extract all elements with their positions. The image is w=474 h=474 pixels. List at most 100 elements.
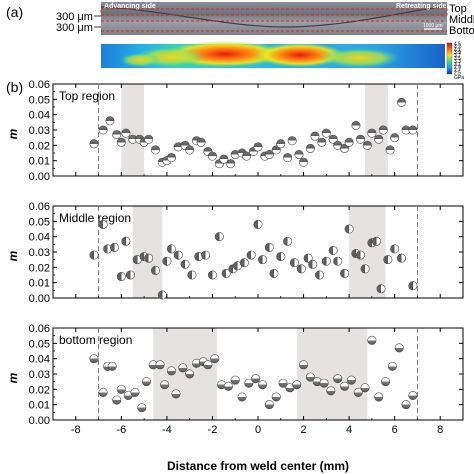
- y-tick-label: 0.05: [29, 94, 50, 106]
- data-point: [98, 387, 108, 397]
- colorbar-tick-label: 3.5: [454, 56, 461, 62]
- y-tick-label: 0.00: [29, 415, 50, 427]
- data-point: [144, 253, 154, 263]
- data-point: [151, 145, 161, 155]
- panel-b-label: (b): [6, 79, 23, 95]
- data-point: [376, 284, 386, 294]
- retreating-side-label: Retreating side: [396, 3, 447, 10]
- data-point: [180, 259, 190, 269]
- colorbar-tick-label: 4.1: [454, 47, 461, 53]
- data-point: [121, 236, 131, 246]
- data-point: [160, 380, 170, 390]
- data-point: [253, 219, 263, 229]
- warm-spot: [120, 53, 160, 67]
- data-point: [390, 244, 400, 254]
- data-point: [89, 354, 99, 364]
- x-tick-label: 8: [437, 424, 443, 436]
- colorbar-tick-label: 3.1: [454, 62, 461, 68]
- data-point: [141, 377, 151, 387]
- data-point: [355, 134, 365, 144]
- scatter-panel: 0.00 0.01 0.02 0.03 0.04 0.05 0.06 m Middle regi…: [6, 201, 464, 305]
- x-axis-title: Distance from weld center (mm): [167, 459, 349, 473]
- data-point: [107, 361, 117, 371]
- micrograph: Advancing side Retreating side 1000 μm: [100, 2, 448, 35]
- data-point: [196, 137, 206, 147]
- data-point: [340, 268, 350, 278]
- y-tick-label: 0.01: [29, 156, 50, 168]
- data-point: [98, 125, 108, 135]
- data-point: [155, 360, 165, 370]
- data-point: [289, 258, 299, 268]
- data-point: [305, 143, 315, 153]
- data-point: [125, 270, 135, 280]
- data-point: [144, 134, 154, 144]
- data-point: [110, 242, 120, 252]
- colorbar-unit: GPa: [454, 75, 464, 81]
- data-point: [287, 136, 297, 146]
- data-point: [333, 256, 343, 266]
- data-point: [360, 264, 370, 274]
- x-tick-label: 4: [346, 424, 352, 436]
- data-point: [328, 245, 338, 255]
- y-tick-label: 0.02: [29, 262, 50, 274]
- x-tick-label: -8: [71, 424, 81, 436]
- scale-label-bottom: 300 μm: [56, 22, 93, 34]
- data-point: [121, 128, 131, 138]
- colorbar-tick-label: 3.3: [454, 59, 461, 65]
- data-point: [326, 386, 336, 396]
- data-point: [98, 219, 108, 229]
- scale-bar-label: 1000 μm: [423, 23, 443, 29]
- hardness-map: [101, 41, 445, 68]
- y-tick-label: 0.04: [29, 110, 50, 122]
- scale-label-top: 300 μm: [56, 11, 93, 23]
- y-tick-label: 0.03: [29, 247, 50, 259]
- data-point: [367, 128, 377, 138]
- data-point: [278, 378, 288, 388]
- data-point: [242, 151, 252, 161]
- top-layer-band: [100, 8, 448, 16]
- weld-nugget-outline: [100, 5, 448, 28]
- colorbar-tick-label: 4.3: [454, 44, 461, 50]
- y-tick-label: 0.03: [29, 125, 50, 137]
- y-tick-label: 0.05: [29, 338, 50, 350]
- y-tick-label: 0.04: [29, 232, 50, 244]
- data-point: [371, 236, 381, 246]
- data-point: [355, 250, 365, 260]
- data-point: [310, 131, 320, 141]
- data-point: [360, 383, 370, 393]
- colorbar-tick-label: 2.5: [454, 71, 461, 77]
- data-point: [171, 389, 181, 399]
- data-point: [367, 335, 377, 345]
- data-point: [269, 268, 279, 278]
- y-tick-label: 0.03: [29, 369, 50, 381]
- data-point: [166, 366, 176, 376]
- data-point: [166, 153, 176, 163]
- data-point: [203, 360, 213, 370]
- layer-label-top: Top: [449, 3, 467, 15]
- data-point: [166, 244, 176, 254]
- data-point: [344, 224, 354, 234]
- data-point: [185, 145, 195, 155]
- data-point: [112, 395, 122, 405]
- y-tick-label: 0.00: [29, 171, 50, 183]
- y-axis-title: m: [6, 372, 20, 383]
- data-point: [162, 256, 172, 266]
- data-point: [116, 137, 126, 147]
- data-point: [283, 236, 293, 246]
- data-point: [244, 378, 254, 388]
- data-point: [112, 130, 122, 140]
- scatter-panel: 0.00 0.01 0.02 0.03 0.04 0.05 0.06 -8 -6 -4 -2 0 2 4 6…: [6, 323, 464, 436]
- data-point: [321, 256, 331, 266]
- x-tick-label: -2: [208, 424, 218, 436]
- shaded-region: [365, 84, 388, 176]
- data-point: [387, 361, 397, 371]
- data-point: [246, 250, 256, 260]
- data-point: [239, 258, 249, 268]
- data-point: [237, 392, 247, 402]
- y-tick-label: 0.04: [29, 354, 50, 366]
- data-point: [276, 252, 286, 262]
- data-point: [214, 232, 224, 242]
- data-point: [226, 159, 236, 169]
- data-point: [219, 154, 229, 164]
